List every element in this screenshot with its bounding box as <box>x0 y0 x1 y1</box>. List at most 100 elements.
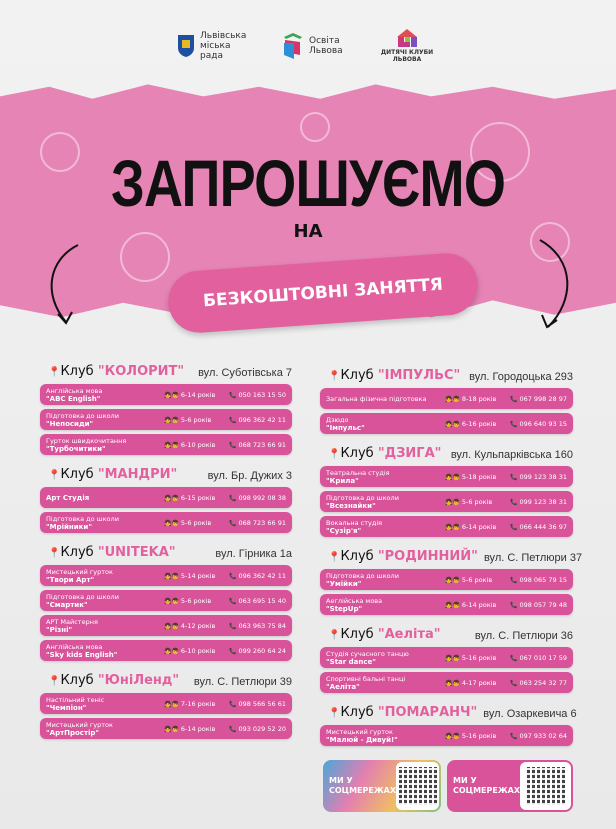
phone-number[interactable]: 📞 067 998 28 97 <box>503 395 567 403</box>
club-heading: 📍Клуб "МАНДРИ" вул. Бр. Дужих 3 <box>48 467 292 482</box>
club-address: вул. Озаркевича 6 <box>483 708 577 720</box>
phone-number[interactable]: 📞 099 123 38 31 <box>503 498 567 506</box>
club-heading: 📍Клуб "КОЛОРИТ" вул. Суботівська 7 <box>48 364 292 379</box>
age-range: 👧👦 4-12 років <box>164 622 222 630</box>
club-address: вул. Бр. Дужих 3 <box>207 470 292 482</box>
class-row[interactable]: Підготовка до школи "Мрійники" 👧👦 5-6 рокі… <box>40 512 292 533</box>
phone-number[interactable]: 📞 050 163 15 50 <box>222 391 286 399</box>
phone-icon: 📞 <box>229 647 239 655</box>
club-title: "КОЛОРИТ" <box>97 364 185 379</box>
class-row[interactable]: Аеглійська мова "StepUp" 👧👦 6-14 років 📞 09… <box>320 594 573 615</box>
phone-number[interactable]: 📞 097 933 02 64 <box>503 732 567 740</box>
phone-number[interactable]: 📞 063 695 15 40 <box>222 597 286 605</box>
age-range: 👧👦 6-10 років <box>164 647 222 655</box>
qr-code-icon[interactable] <box>396 762 439 810</box>
class-row[interactable]: Мистецький гурток "Твори Арт" 👧👦 5-14 рокі… <box>40 565 292 586</box>
class-type: Аеглійська мова <box>326 596 383 605</box>
age-range: 👧👦 5-6 років <box>164 597 222 605</box>
coat-of-arms-icon <box>178 34 194 57</box>
right-club-column: 📍Клуб "ІМПУЛЬС" вул. Городоцька 293 Загаль… <box>320 360 582 750</box>
phone-number[interactable]: 📞 068 723 66 91 <box>222 441 286 449</box>
kids-icon: 👧👦 <box>164 441 181 449</box>
club-address: вул. Городоцька 293 <box>469 371 573 383</box>
class-row[interactable]: Мистецький гурток "Малюй - Дивуй!" 👧👦 5-16… <box>320 725 573 746</box>
phone-number[interactable]: 📞 063 254 32 77 <box>503 679 567 687</box>
age-text: 6-14 років <box>461 600 497 609</box>
logo-text: Освіта Львова <box>309 35 343 56</box>
phone-number[interactable]: 📞 063 963 75 84 <box>222 622 286 630</box>
class-row[interactable]: Підготовка до школи "Всезнайки" 👧👦 5-6 рок… <box>320 491 573 512</box>
class-row[interactable]: Театральна студія "Крила" 👧👦 5-18 років 📞 0… <box>320 466 573 487</box>
kids-icon: 👧👦 <box>445 679 462 687</box>
phone-number[interactable]: 📞 099 260 64 24 <box>222 647 286 655</box>
phone-text: 098 992 08 38 <box>238 493 286 502</box>
phone-icon: 📞 <box>229 622 239 630</box>
club-heading: 📍Клуб "ЮніЛенд" вул. С. Петлюри 39 <box>48 673 292 688</box>
social-card-1[interactable]: МИ У СОЦМЕРЕЖАХ <box>323 760 441 812</box>
class-row[interactable]: Англійська мова "ABC English" 👧👦 6-14 рокі… <box>40 384 292 405</box>
phone-number[interactable]: 📞 066 444 36 97 <box>503 523 567 531</box>
qr-code-icon[interactable] <box>520 762 571 810</box>
club-heading: 📍Клуб "ДЗИГА" вул. Кульпарківська 160 <box>328 446 573 461</box>
social-card-2[interactable]: МИ У СОЦМЕРЕЖАХ <box>447 760 573 812</box>
class-name: Арт Студія <box>46 494 164 502</box>
class-row[interactable]: Спортивні бальні танці "Аеліта" 👧👦 4-17 ро… <box>320 672 573 693</box>
class-row[interactable]: Підготовка до школи "Смартик" 👧👦 5-6 років… <box>40 590 292 611</box>
phone-text: 068 723 66 91 <box>238 518 286 527</box>
class-title: "Смартик" <box>46 600 88 609</box>
class-row[interactable]: Підготовка до школи "Непосиди" 👧👦 5-6 рокі… <box>40 409 292 430</box>
phone-number[interactable]: 📞 098 065 79 15 <box>503 576 567 584</box>
map-pin-icon: 📍 <box>48 548 61 559</box>
club-address: вул. С. Петлюри 37 <box>483 552 583 564</box>
club-title: "РОДИННИЙ" <box>377 549 478 564</box>
kids-icon: 👧👦 <box>445 395 462 403</box>
class-row[interactable]: АРТ Майстерня "Різні" 👧👦 4-12 років 📞 063 9… <box>40 615 292 636</box>
class-name: Англійська мова "Sky kids English" <box>46 643 164 659</box>
phone-icon: 📞 <box>510 523 520 531</box>
phone-number[interactable]: 📞 096 362 42 11 <box>222 572 286 580</box>
class-type: Спортивні бальні танці <box>326 674 406 683</box>
class-title: "АртПростір" <box>46 728 100 737</box>
phone-number[interactable]: 📞 068 723 66 91 <box>222 519 286 527</box>
phone-number[interactable]: 📞 067 010 17 59 <box>503 654 567 662</box>
class-row[interactable]: Студія сучасного танцю "Star dance" 👧👦 5-1… <box>320 647 573 668</box>
club-title: "МАНДРИ" <box>97 467 178 482</box>
class-row[interactable]: Загальна фізична підготовка 👧👦 8-18 років… <box>320 388 573 409</box>
class-row[interactable]: Підготовка до школи "Умійки" 👧👦 5-6 років 📞… <box>320 569 573 590</box>
phone-text: 050 163 15 50 <box>238 390 286 399</box>
social-label: МИ У СОЦМЕРЕЖАХ <box>329 776 396 795</box>
phone-number[interactable]: 📞 093 029 52 20 <box>222 725 286 733</box>
phone-number[interactable]: 📞 098 992 08 38 <box>222 494 286 502</box>
phone-number[interactable]: 📞 099 123 38 31 <box>503 473 567 481</box>
phone-number[interactable]: 📞 098 566 56 61 <box>222 700 286 708</box>
class-title: "Всезнайки" <box>326 501 376 510</box>
class-row[interactable]: Дзюдо "Імпульс" 👧👦 6-16 років 📞 096 640 93 … <box>320 413 573 434</box>
class-row[interactable]: Англійська мова "Sky kids English" 👧👦 6-10… <box>40 640 292 661</box>
phone-number[interactable]: 📞 096 640 93 15 <box>503 420 567 428</box>
phone-number[interactable]: 📞 098 057 79 48 <box>503 601 567 609</box>
kids-icon: 👧👦 <box>164 494 181 502</box>
age-range: 👧👦 5-6 років <box>164 416 222 424</box>
class-row[interactable]: Гурток швидкочитання "Турбочитики" 👧👦 6-10… <box>40 434 292 455</box>
kids-icon: 👧👦 <box>445 732 462 740</box>
age-range: 👧👦 8-18 років <box>445 395 503 403</box>
phone-icon: 📞 <box>229 725 239 733</box>
club-title: "ІМПУЛЬС" <box>377 368 461 383</box>
page-subtitle: НА <box>293 221 323 242</box>
class-row[interactable]: Арт Студія 👧👦 6-15 років 📞 098 992 08 38 <box>40 487 292 508</box>
kids-icon: 👧👦 <box>445 654 462 662</box>
map-pin-icon: 📍 <box>328 708 341 719</box>
phone-number[interactable]: 📞 096 362 42 11 <box>222 416 286 424</box>
map-pin-icon: 📍 <box>328 449 341 460</box>
club-name: 📍Клуб "РОДИННИЙ" <box>328 549 478 564</box>
club-name: 📍Клуб "ЮніЛенд" <box>48 673 179 688</box>
class-type: Підготовка до школи <box>326 571 399 580</box>
class-row[interactable]: Настільний теніс "Чемпіон" 👧👦 7-16 років 📞 … <box>40 693 292 714</box>
class-title: Арт Студія <box>46 493 90 502</box>
arrow-right-icon <box>539 239 569 329</box>
phone-icon: 📞 <box>510 654 520 662</box>
age-text: 4-17 років <box>461 678 497 687</box>
class-row[interactable]: Мистецький гурток "АртПростір" 👧👦 6-14 рок… <box>40 718 292 739</box>
age-text: 6-16 років <box>461 419 497 428</box>
class-row[interactable]: Вокальна студія "Сузір'я" 👧👦 6-14 років 📞 0… <box>320 516 573 537</box>
